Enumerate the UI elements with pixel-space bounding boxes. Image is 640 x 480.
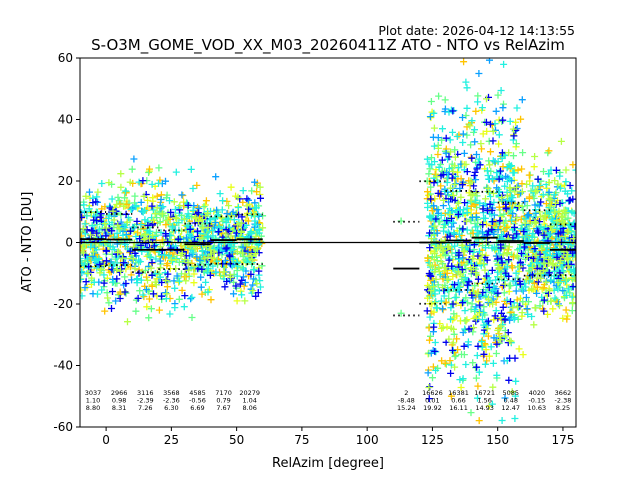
bin-mean-label: 0.98 xyxy=(112,397,126,405)
bin-std-label: 8.31 xyxy=(112,404,126,412)
bin-std-label: 7.26 xyxy=(138,404,152,412)
bin-std-label: 7.67 xyxy=(216,404,230,412)
bin-count-label: 3037 xyxy=(85,389,102,397)
y-tick-label: -60 xyxy=(53,420,73,434)
y-axis-ticks: -60 -40 -20 0 20 40 60 xyxy=(53,51,80,434)
bin-count-label: 7170 xyxy=(215,389,232,397)
y-tick-label: -40 xyxy=(53,359,73,373)
bin-std-label: 6.69 xyxy=(190,404,204,412)
bin-std-label: 8.25 xyxy=(556,404,570,412)
y-tick-label: -20 xyxy=(53,297,73,311)
bin-count-label: 16626 xyxy=(422,389,443,397)
plot-date: Plot date: 2026-04-12 14:13:55 xyxy=(378,23,575,38)
bin-std-label: 6.30 xyxy=(164,404,178,412)
x-tick-label: 150 xyxy=(486,433,509,447)
y-tick-label: 60 xyxy=(58,51,73,65)
x-axis-ticks: 0 25 50 75 100 125 150 175 xyxy=(102,427,574,447)
bin-mean-label: 0.66 xyxy=(451,397,465,405)
x-tick-label: 125 xyxy=(421,433,444,447)
y-tick-label: 20 xyxy=(58,174,73,188)
y-tick-label: 0 xyxy=(65,236,73,250)
bin-std-label: 19.92 xyxy=(423,404,442,412)
bin-count-label: 3662 xyxy=(555,389,572,397)
bin-mean-label: 0.01 xyxy=(425,397,439,405)
plot-area xyxy=(80,58,576,425)
bin-std-label: 14.93 xyxy=(475,404,494,412)
x-axis-label: RelAzim [degree] xyxy=(272,456,384,471)
bin-std-label: 12.47 xyxy=(501,404,520,412)
bin-mean-label: 1.56 xyxy=(477,397,491,405)
x-tick-label: 0 xyxy=(102,433,110,447)
bin-count-label: 5085 xyxy=(502,389,519,397)
bin-count-label: 4020 xyxy=(529,389,546,397)
bin-count-label: 3568 xyxy=(163,389,180,397)
bin-mean-label: -2.38 xyxy=(555,397,572,405)
bin-mean-label: 1.10 xyxy=(86,397,100,405)
bin-mean-label: -2.36 xyxy=(163,397,180,405)
bin-count-label: 16381 xyxy=(448,389,469,397)
x-tick-label: 75 xyxy=(294,433,309,447)
bin-mean-label: -2.39 xyxy=(137,397,154,405)
bin-mean-label: -0.15 xyxy=(528,397,545,405)
y-tick-label: 40 xyxy=(58,113,73,127)
x-tick-label: 175 xyxy=(551,433,574,447)
bin-std-label: 15.24 xyxy=(397,404,416,412)
bin-mean-label: 0.48 xyxy=(503,397,517,405)
bin-mean-label: -0.56 xyxy=(189,397,206,405)
bin-std-label: 8.06 xyxy=(242,404,256,412)
bin-count-label: 4585 xyxy=(189,389,206,397)
bin-count-label: 16721 xyxy=(474,389,495,397)
bin-mean-label: 1.04 xyxy=(242,397,256,405)
chart-title: S-O3M_GOME_VOD_XX_M03_20260411Z ATO - NT… xyxy=(91,36,565,55)
scatter-marker-group xyxy=(80,95,576,396)
bin-std-label: 8.80 xyxy=(86,404,100,412)
bin-count-label: 20279 xyxy=(239,389,260,397)
bin-mean-label: -8.48 xyxy=(398,397,415,405)
bin-std-label: 10.63 xyxy=(528,404,547,412)
x-tick-label: 50 xyxy=(229,433,244,447)
bin-count-label: 3116 xyxy=(137,389,154,397)
x-tick-label: 25 xyxy=(164,433,179,447)
bin-mean-label: 0.79 xyxy=(216,397,230,405)
bin-count-label: 2 xyxy=(404,389,408,397)
bin-statistics xyxy=(80,180,576,317)
x-tick-label: 100 xyxy=(356,433,379,447)
y-axis-label: ATO - NTO [DU] xyxy=(20,192,35,293)
bin-count-label: 2966 xyxy=(111,389,128,397)
bin-std-label: 16.11 xyxy=(449,404,468,412)
outlier-point xyxy=(397,309,405,317)
